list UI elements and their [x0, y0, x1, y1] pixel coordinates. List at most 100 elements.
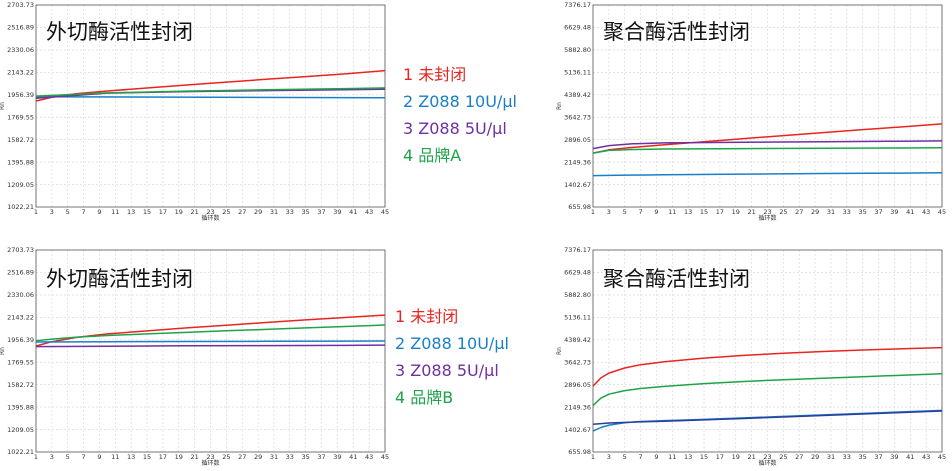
y-tick-label: 5136.11 [564, 314, 591, 322]
x-tick-label: 45 [381, 453, 389, 461]
x-tick-label: 13 [684, 208, 692, 216]
x-tick-label: 25 [779, 208, 787, 216]
x-tick-label: 37 [317, 208, 325, 216]
y-tick-label: 1395.88 [7, 403, 34, 411]
y-tick-label: 1022.21 [7, 448, 34, 456]
y-tick-label: 5136.11 [564, 69, 591, 77]
x-tick-label: 39 [890, 208, 898, 216]
x-tick-label: 27 [795, 208, 803, 216]
x-tick-label: 13 [127, 453, 135, 461]
x-tick-label: 7 [82, 208, 86, 216]
x-tick-label: 11 [668, 453, 676, 461]
x-tick-label: 35 [859, 208, 867, 216]
series-line-4 [35, 87, 386, 97]
x-tick-label: 17 [716, 453, 724, 461]
x-tick-label: 1 [34, 208, 38, 216]
series-line-2 [592, 172, 943, 177]
x-tick-label: 3 [607, 208, 611, 216]
x-tick-label: 35 [859, 453, 867, 461]
x-tick-label: 3 [607, 453, 611, 461]
legend-item-z088-10u: 2 Z088 10U/μl [395, 334, 509, 353]
y-tick-label: 2143.22 [7, 69, 34, 77]
x-tick-label: 35 [302, 208, 310, 216]
chart-svg: 655.98 1402.67 2149.36 2896.05 3642.73 4389.4… [556, 1, 946, 222]
chart-exonuclease-top: 1022.21 1209.05 1395.88 1582.72 1769.55 1956.… [0, 0, 395, 225]
x-tick-label: 19 [732, 453, 740, 461]
x-tick-label: 9 [654, 453, 658, 461]
x-tick-label: 45 [938, 208, 946, 216]
x-tick-label: 7 [82, 453, 86, 461]
y-tick-label: 4389.42 [564, 336, 591, 344]
plot-frame [592, 4, 943, 208]
x-tick-label: 43 [922, 208, 930, 216]
y-tick-label: 6629.48 [564, 24, 591, 32]
chart-svg: 1022.21 1209.05 1395.88 1582.72 1769.55 1956.… [0, 246, 389, 467]
x-tick-label: 41 [349, 453, 357, 461]
plot-frame [35, 4, 386, 208]
x-tick-label: 37 [874, 208, 882, 216]
x-tick-label: 17 [159, 208, 167, 216]
y-tick-label: 2703.73 [7, 1, 34, 9]
x-tick-label: 33 [843, 453, 851, 461]
series-line-1 [592, 346, 943, 387]
y-tick-label: 655.98 [568, 448, 591, 456]
x-axis-label: 循环数 [201, 214, 219, 222]
x-tick-label: 31 [827, 453, 835, 461]
x-tick-label: 29 [811, 208, 819, 216]
legend-item-z088-10u: 2 Z088 10U/μl [403, 92, 517, 111]
x-tick-label: 21 [190, 208, 198, 216]
x-tick-label: 5 [66, 208, 70, 216]
series-line-1 [35, 314, 386, 347]
y-tick-label: 1395.88 [7, 158, 34, 166]
series-line-2 [35, 340, 386, 343]
x-tick-label: 1 [34, 453, 38, 461]
y-tick-label: 1582.72 [7, 136, 34, 144]
chart-exonuclease-bottom: 1022.21 1209.05 1395.88 1582.72 1769.55 1956.… [0, 245, 395, 470]
series-line-4 [592, 372, 943, 407]
legend-bottom: 1 未封闭 2 Z088 10U/μl 3 Z088 5U/μl 4 品牌B [395, 303, 509, 411]
x-tick-label: 33 [286, 208, 294, 216]
x-tick-label: 15 [143, 208, 151, 216]
x-tick-label: 37 [317, 453, 325, 461]
gridlines [35, 4, 386, 208]
x-tick-label: 39 [333, 453, 341, 461]
y-axis-label: Rn [556, 102, 563, 110]
chart-svg: 655.98 1402.67 2149.36 2896.05 3642.73 4389.4… [556, 246, 946, 467]
x-tick-label: 45 [381, 208, 389, 216]
x-tick-label: 31 [270, 453, 278, 461]
legend-top: 1 未封闭 2 Z088 10U/μl 3 Z088 5U/μl 4 品牌A [403, 61, 517, 169]
series-line-3 [592, 410, 943, 425]
y-tick-label: 1956.39 [7, 91, 34, 99]
y-tick-label: 655.98 [568, 203, 591, 211]
x-tick-label: 39 [333, 208, 341, 216]
chart-polymerase-top: 655.98 1402.67 2149.36 2896.05 3642.73 4389.4… [556, 0, 952, 225]
y-tick-label: 1582.72 [7, 381, 34, 389]
y-tick-label: 1209.05 [7, 181, 34, 189]
series-line-1 [592, 123, 943, 154]
x-tick-label: 41 [906, 453, 914, 461]
x-tick-label: 21 [747, 453, 755, 461]
x-tick-label: 5 [623, 453, 627, 461]
x-tick-label: 25 [779, 453, 787, 461]
x-tick-label: 1 [591, 453, 595, 461]
x-tick-label: 7 [639, 453, 643, 461]
x-tick-label: 21 [190, 453, 198, 461]
x-tick-label: 31 [827, 208, 835, 216]
legend-item-unblocked: 1 未封闭 [395, 307, 459, 326]
y-tick-label: 2516.89 [7, 24, 34, 32]
x-tick-label: 27 [795, 453, 803, 461]
y-tick-label: 1769.55 [7, 113, 34, 121]
legend-item-brand-b: 4 品牌B [395, 388, 454, 407]
x-tick-label: 19 [175, 453, 183, 461]
series-line-4 [592, 147, 943, 154]
chart-title: 聚合酶活性封闭 [603, 267, 750, 291]
x-tick-label: 31 [270, 208, 278, 216]
chart-polymerase-bottom: 655.98 1402.67 2149.36 2896.05 3642.73 4389.4… [556, 245, 952, 470]
y-tick-label: 3642.73 [564, 358, 591, 366]
x-tick-label: 21 [747, 208, 755, 216]
chart-title: 外切酶活性封闭 [46, 20, 193, 44]
y-tick-label: 2896.05 [564, 136, 591, 144]
x-axis-label: 循环数 [201, 459, 219, 467]
x-tick-label: 45 [938, 453, 946, 461]
y-tick-label: 2896.05 [564, 381, 591, 389]
